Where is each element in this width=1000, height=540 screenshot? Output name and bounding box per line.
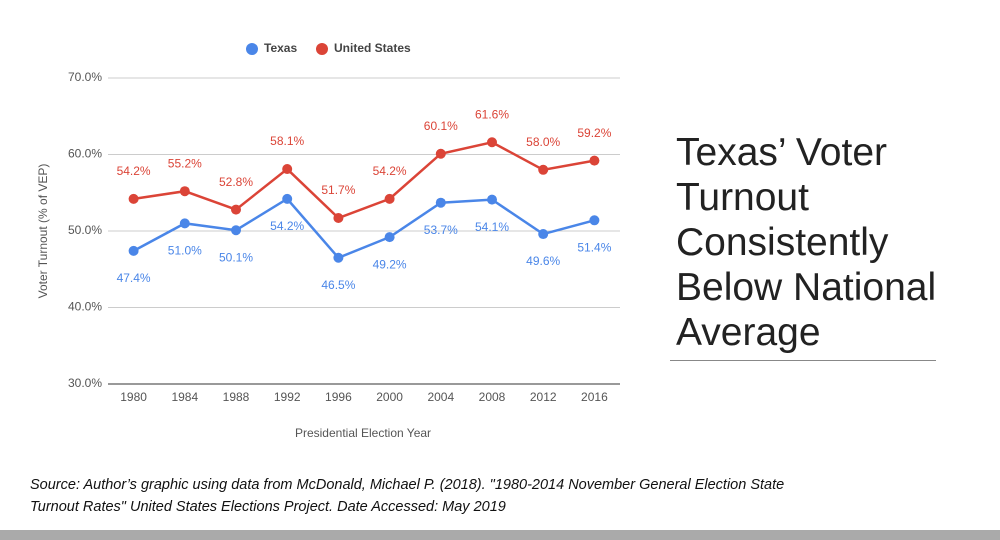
source-note: Source: Author’s graphic using data from… [30, 477, 785, 515]
data-label: 54.2% [373, 164, 407, 178]
chart: Presidential Election Year Voter Turnout… [36, 41, 620, 440]
data-point [282, 164, 293, 175]
data-point [384, 193, 395, 204]
data-point [282, 193, 293, 204]
data-label: 50.1% [219, 250, 253, 264]
data-label: 51.4% [577, 240, 611, 254]
data-point [487, 194, 497, 205]
data-point [589, 155, 600, 166]
data-point [333, 252, 344, 263]
data-point [333, 212, 344, 223]
legend-marker [316, 43, 328, 55]
data-label: 51.0% [168, 244, 202, 258]
data-label: 58.1% [270, 134, 304, 148]
data-label: 59.2% [577, 126, 611, 140]
data-point [538, 229, 549, 240]
series-line [133, 140, 595, 220]
x-tick-label: 2012 [530, 390, 557, 404]
data-label: 58.0% [526, 135, 560, 149]
data-point [179, 186, 190, 197]
slide-title: Texas’ Voter Turnout Consistently Below … [676, 131, 937, 354]
y-tick-label: 50.0% [68, 223, 102, 237]
x-tick-label: 1988 [223, 390, 250, 404]
data-point [589, 215, 600, 226]
legend-label: United States [334, 41, 411, 55]
data-label: 54.2% [270, 219, 304, 233]
data-label: 54.2% [117, 164, 151, 178]
data-point [538, 164, 549, 175]
x-tick-label: 2000 [376, 390, 403, 404]
data-point [435, 148, 446, 159]
y-tick-label: 40.0% [68, 300, 102, 314]
y-tick-label: 30.0% [68, 376, 102, 390]
data-label: 51.7% [321, 183, 355, 197]
x-tick-label: 1980 [120, 390, 147, 404]
data-label: 52.8% [219, 175, 253, 189]
legend-marker [246, 43, 258, 55]
data-label: 49.2% [373, 257, 407, 271]
data-point [179, 218, 190, 229]
divider [670, 360, 936, 361]
x-axis-title: Presidential Election Year [295, 426, 431, 440]
data-label: 53.7% [424, 223, 458, 237]
data-label: 46.5% [321, 278, 355, 292]
data-point [128, 193, 139, 204]
x-tick-label: 1984 [171, 390, 198, 404]
data-point [231, 225, 241, 236]
data-label: 60.1% [424, 119, 458, 133]
series-line [133, 197, 595, 260]
data-label: 61.6% [475, 107, 509, 121]
data-point [435, 197, 446, 208]
legend-label: Texas [264, 41, 297, 55]
data-point [487, 137, 497, 148]
y-tick-label: 60.0% [68, 147, 102, 161]
data-label: 49.6% [526, 254, 560, 268]
data-point [384, 232, 395, 243]
y-axis-title: Voter Turnout (% of VEP) [36, 164, 50, 299]
x-tick-label: 2016 [581, 390, 608, 404]
data-point [231, 204, 241, 215]
x-tick-label: 2004 [427, 390, 454, 404]
data-label: 55.2% [168, 156, 202, 170]
x-tick-label: 1992 [274, 390, 301, 404]
data-label: 54.1% [475, 220, 509, 234]
data-point [128, 245, 139, 256]
x-tick-label: 2008 [479, 390, 506, 404]
data-label: 47.4% [117, 271, 151, 285]
y-tick-label: 70.0% [68, 70, 102, 84]
x-tick-label: 1996 [325, 390, 352, 404]
footer-bar [0, 530, 1000, 540]
